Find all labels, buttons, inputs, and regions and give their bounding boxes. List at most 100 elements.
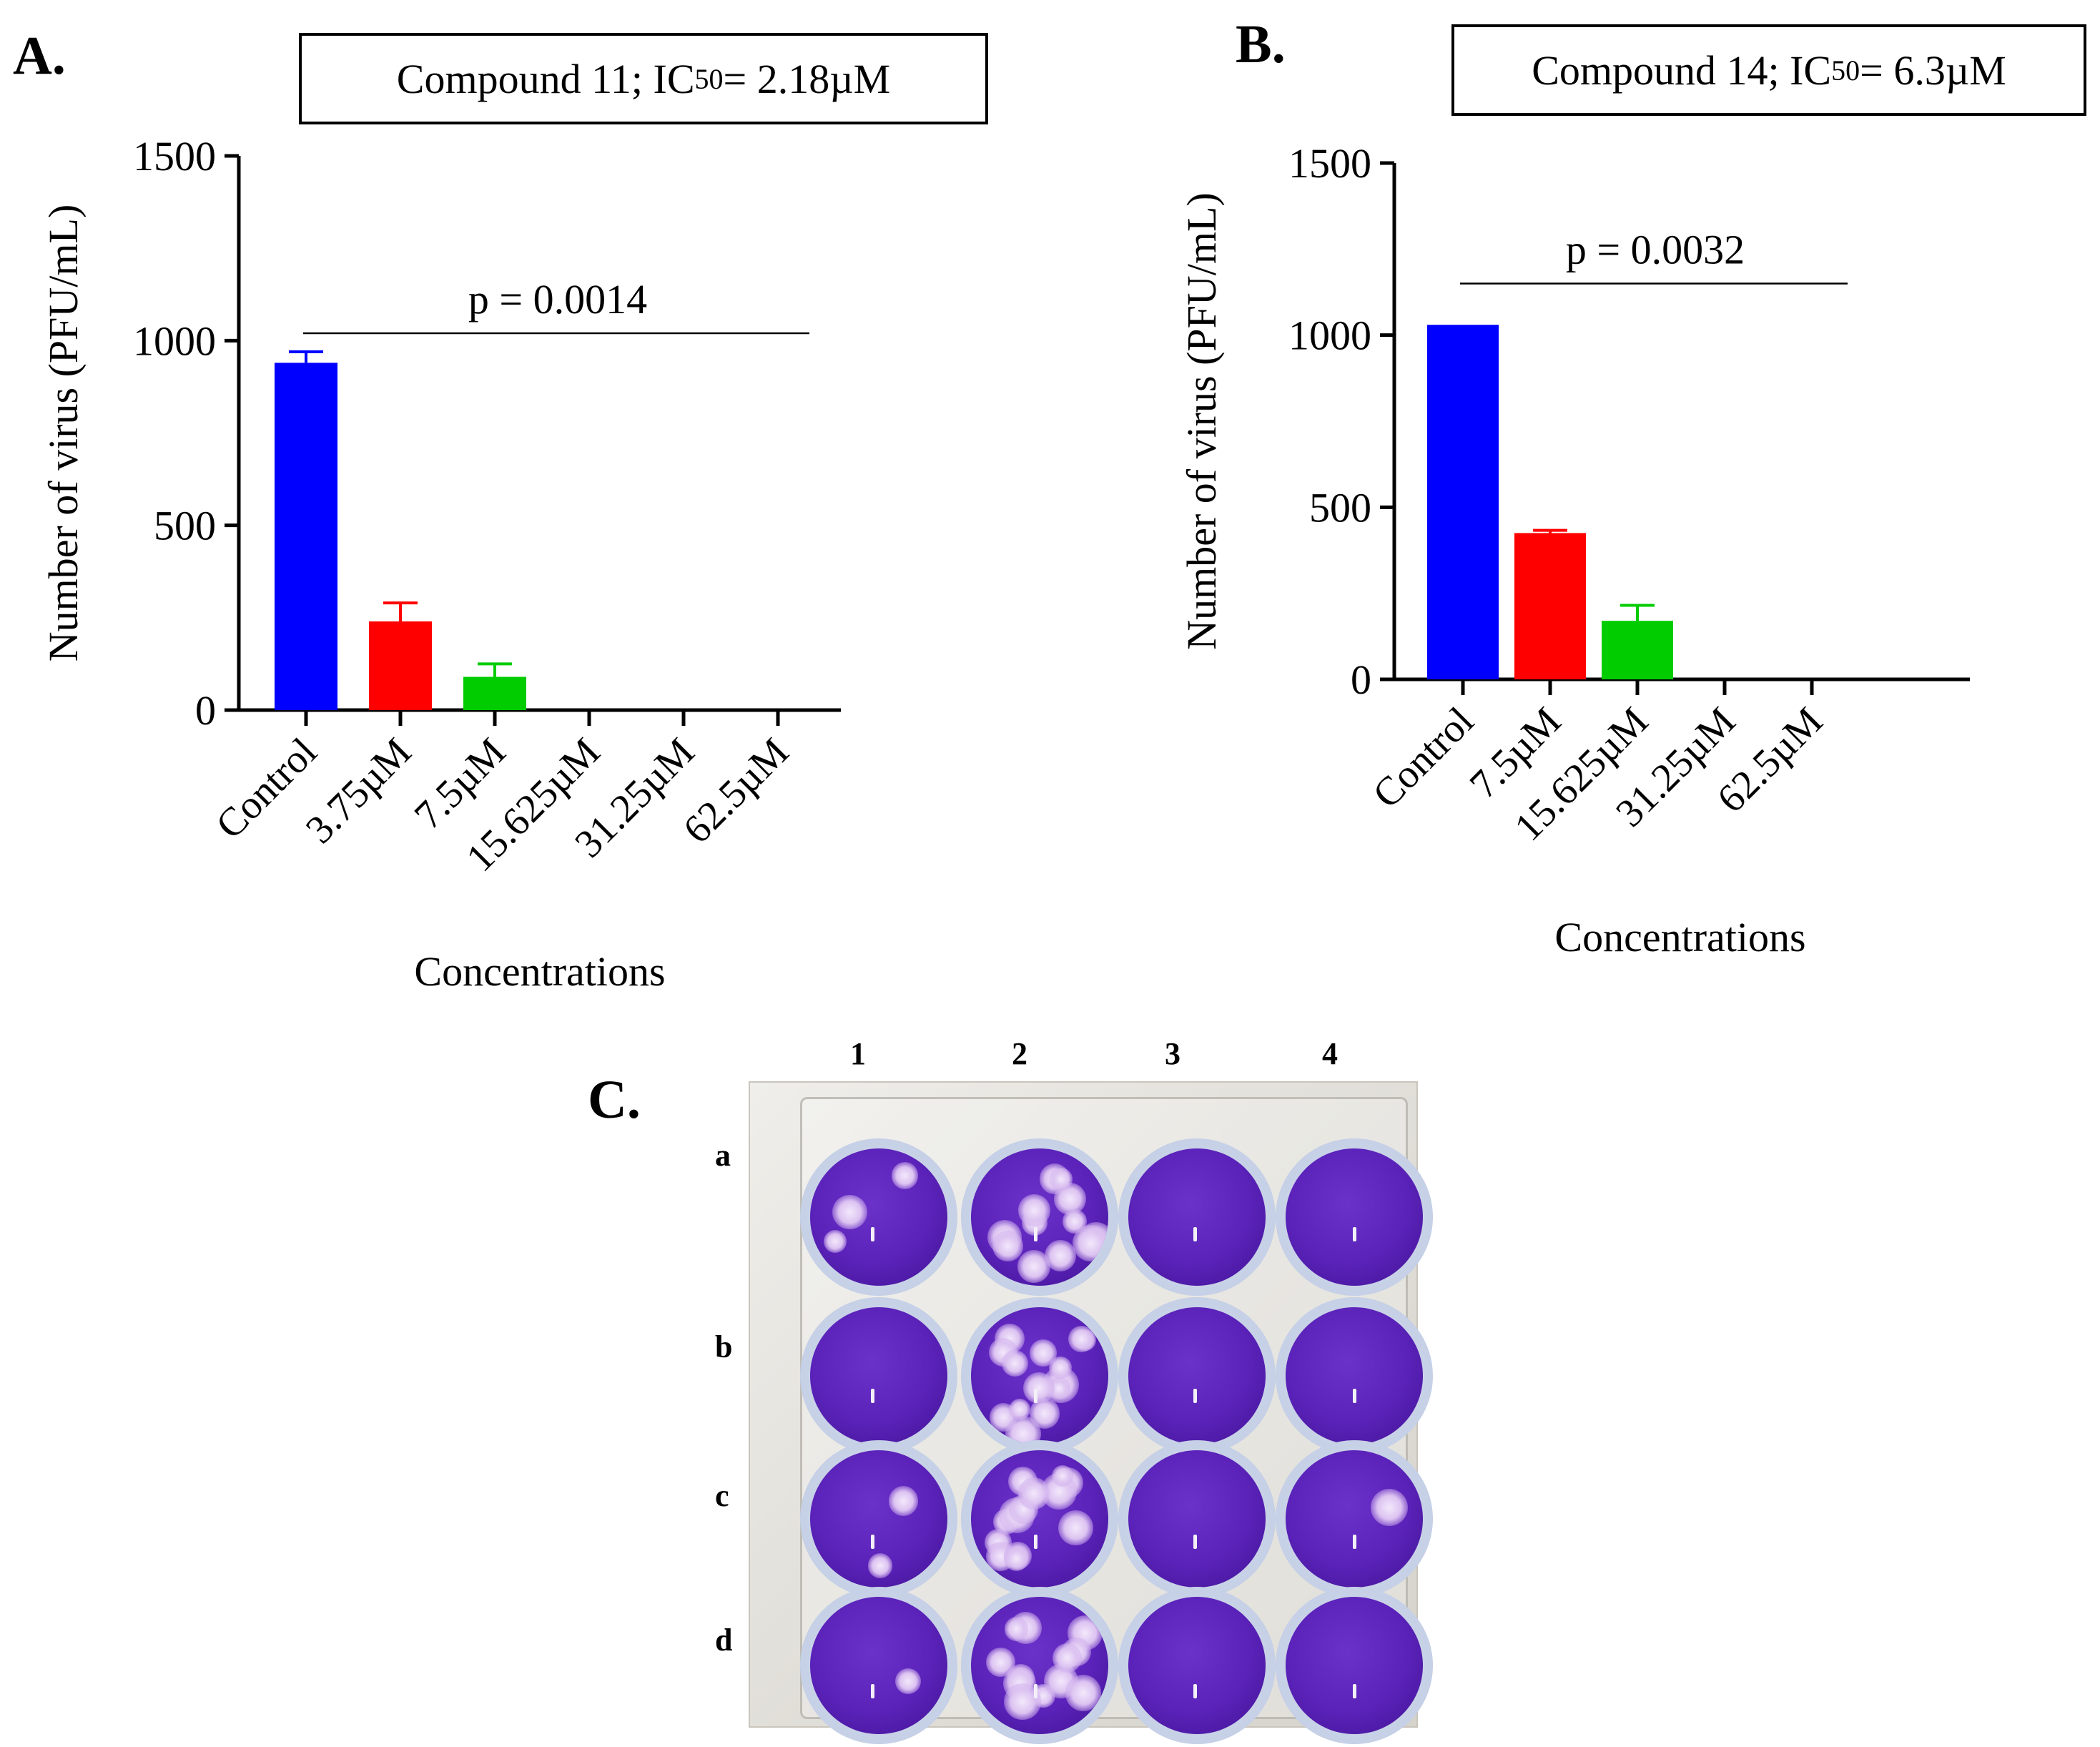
well-a2: [961, 1138, 1118, 1296]
well-a3: [1118, 1138, 1276, 1296]
plaque: [1051, 1465, 1074, 1487]
well-mark: [1353, 1389, 1356, 1403]
chart-b-bar-2: [1602, 621, 1673, 679]
plaque: [824, 1229, 847, 1253]
well-mark: [871, 1389, 874, 1403]
well-stain: [1128, 1597, 1266, 1734]
panel-a-title-suffix: = 2.18µM: [723, 55, 891, 102]
chart-a-x-label: Concentrations: [414, 948, 665, 995]
well-stain: [1128, 1148, 1266, 1286]
chart-b-bar-0: [1427, 325, 1499, 679]
plaque: [1001, 1350, 1028, 1377]
well-mark: [1353, 1535, 1356, 1549]
well-b2: [961, 1297, 1118, 1455]
chart-a-ytick-label-1: 500: [154, 503, 216, 549]
panel-a-title-prefix: Compound 11; IC: [396, 55, 695, 102]
chart-a-ytick-label-2: 1000: [133, 318, 216, 364]
plaque: [832, 1195, 867, 1230]
chart-a-bar-1: [369, 621, 432, 710]
well-stain: [1286, 1148, 1423, 1286]
plaque: [1052, 1643, 1083, 1673]
row-label-c: c: [715, 1478, 729, 1513]
column-label-3: 3: [1165, 1036, 1180, 1071]
chart-b-p-value: p = 0.0032: [1566, 226, 1745, 272]
well-stain: [1286, 1450, 1423, 1588]
plaque: [1065, 1675, 1102, 1712]
well-a4: [1276, 1138, 1433, 1296]
row-label-d: d: [715, 1623, 733, 1658]
plaque: [891, 1162, 919, 1189]
plaque: [894, 1668, 921, 1694]
plaque: [992, 1231, 1023, 1262]
chart-b-ytick-label-0: 0: [1351, 656, 1371, 703]
chart-a-ytick-label-3: 1500: [133, 133, 216, 179]
plaque: [1050, 1168, 1073, 1191]
well-stain: [810, 1450, 947, 1588]
panel-a-title-box: Compound 11; IC 50 = 2.18µM: [299, 33, 988, 124]
plaque: [888, 1486, 919, 1516]
plaque: [1063, 1209, 1087, 1234]
well-stain: [810, 1597, 947, 1734]
chart-b-ytick-label-2: 1000: [1288, 313, 1371, 359]
plaque: [1005, 1416, 1041, 1445]
well-stain: [971, 1307, 1108, 1445]
plaque: [1003, 1546, 1029, 1572]
well-stain: [971, 1450, 1108, 1588]
well-mark: [1034, 1684, 1037, 1698]
well-stain: [971, 1597, 1108, 1734]
chart-b-ytick-label-3: 1500: [1288, 140, 1371, 187]
well-stain: [971, 1148, 1108, 1286]
chart-a-ytick-label-0: 0: [195, 687, 216, 734]
column-label-1: 1: [850, 1036, 866, 1071]
panel-b-title-sub: 50: [1831, 54, 1860, 87]
panel-c-letter: C.: [588, 1070, 641, 1130]
well-a1: [800, 1138, 957, 1296]
well-c4: [1276, 1440, 1433, 1598]
plaque: [1017, 1194, 1050, 1226]
plaque: [1370, 1489, 1408, 1526]
chart-a-y-label: Number of virus (PFU/mL): [40, 205, 87, 662]
column-label-4: 4: [1322, 1036, 1338, 1071]
chart-b-ytick-label-1: 500: [1309, 484, 1371, 531]
chart-a-p-value: p = 0.0014: [468, 276, 647, 323]
panel-a-letter: A.: [13, 26, 66, 86]
chart-b-y-label: Number of virus (PFU/mL): [1178, 192, 1225, 650]
well-stain: [1128, 1307, 1266, 1445]
panel-b-title-suffix: = 6.3µM: [1860, 46, 2006, 94]
well-mark: [1353, 1227, 1356, 1241]
chart-a-bar-0: [275, 363, 337, 710]
chart-a-bar-4: [652, 709, 715, 710]
plaque: [1044, 1239, 1077, 1272]
well-stain: [1128, 1450, 1266, 1588]
plaque: [1068, 1326, 1095, 1353]
chart-b-bar-3: [1689, 678, 1760, 679]
chart-b-bar-4: [1776, 678, 1848, 679]
well-stain: [1286, 1597, 1423, 1734]
chart-a-bar-2: [463, 676, 526, 710]
well-c2: [961, 1440, 1118, 1598]
well-b3: [1118, 1297, 1276, 1455]
well-mark: [1193, 1684, 1197, 1698]
well-d1: [800, 1587, 957, 1744]
charts-canvas: 0 500 1000 1500 Number of virus (PFU/mL) Cont…: [40, 133, 1970, 995]
chart-b-x-label: Concentrations: [1554, 914, 1805, 960]
well-c3: [1118, 1440, 1276, 1598]
well-mark: [871, 1227, 874, 1241]
well-b1: [800, 1297, 957, 1455]
well-mark: [871, 1535, 874, 1549]
plaque: [1004, 1617, 1029, 1641]
panel-b-title-prefix: Compound 14; IC: [1532, 46, 1832, 94]
well-mark: [1193, 1535, 1197, 1549]
well-b4: [1276, 1297, 1433, 1455]
panel-a-title-sub: 50: [694, 62, 724, 95]
plaque-assay-plate-photo: [749, 1081, 1433, 1744]
plaque: [868, 1553, 893, 1578]
panel-b-title-box: Compound 14; IC 50 = 6.3µM: [1451, 24, 2086, 116]
well-stain: [810, 1307, 947, 1445]
well-d2: [961, 1587, 1118, 1744]
plaque: [1058, 1510, 1093, 1546]
well-stain: [1286, 1307, 1423, 1445]
panel-b-letter: B.: [1236, 14, 1286, 74]
well-mark: [1034, 1227, 1037, 1241]
chart-b-bar-1: [1514, 533, 1586, 679]
